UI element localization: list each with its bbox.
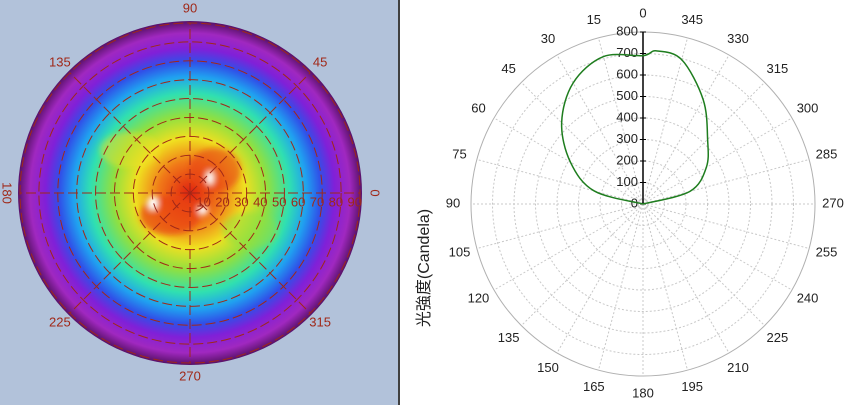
- angle-label: 60: [471, 100, 485, 115]
- radial-label: 0: [631, 195, 638, 210]
- divider: [398, 0, 400, 405]
- radial-label: 500: [616, 88, 638, 103]
- grid-spoke: [476, 159, 644, 205]
- radial-label: 200: [616, 152, 638, 167]
- angle-label: 270: [179, 368, 201, 383]
- grid-spoke: [642, 54, 730, 205]
- grid-spoke: [556, 54, 644, 205]
- ring: [76, 79, 304, 307]
- angle-label: 240: [797, 290, 819, 305]
- grid-spoke: [493, 203, 644, 291]
- angle-label: 150: [537, 360, 559, 375]
- grid-spoke: [521, 82, 644, 205]
- radial-label: 300: [616, 131, 638, 146]
- spoke: [189, 72, 311, 194]
- angle-label: 135: [498, 330, 520, 345]
- angle-label: 330: [727, 31, 749, 46]
- angle-label: 210: [727, 360, 749, 375]
- angle-label: 105: [449, 245, 471, 260]
- angle-label: 285: [816, 146, 838, 161]
- grid-spoke: [642, 203, 688, 371]
- angle-label: 45: [501, 61, 515, 76]
- ring: [170, 173, 210, 213]
- radius-label: 20: [215, 194, 229, 209]
- angle-label: 90: [446, 195, 460, 210]
- angle-label: 165: [583, 379, 605, 394]
- ring: [132, 135, 248, 251]
- angle-label: 195: [681, 379, 703, 394]
- right-panel: [400, 0, 851, 405]
- ring: [151, 154, 229, 232]
- angle-label: 315: [766, 61, 788, 76]
- grid-spoke: [493, 117, 644, 205]
- grid-spoke: [642, 37, 688, 205]
- grid-spoke: [642, 203, 765, 326]
- spoke: [69, 72, 191, 194]
- grid-spoke: [476, 203, 644, 249]
- ring: [38, 41, 342, 345]
- radius-label: 30: [234, 194, 248, 209]
- grid-spoke: [598, 203, 644, 371]
- angle-label: 0: [639, 5, 646, 20]
- grid-spoke: [598, 37, 644, 205]
- grid-spoke: [642, 82, 765, 205]
- grid-spoke: [642, 159, 810, 205]
- radius-label: 80: [329, 194, 343, 209]
- radial-label: 400: [616, 109, 638, 124]
- radial-label: 800: [616, 23, 638, 38]
- angle-label: 0: [368, 189, 383, 196]
- radial-label: 700: [616, 45, 638, 60]
- grid-spoke: [642, 203, 793, 291]
- radius-label: 40: [253, 194, 267, 209]
- radius-label: 60: [291, 194, 305, 209]
- angle-label: 345: [681, 12, 703, 27]
- grid-spoke: [642, 203, 730, 354]
- radius-label: 90: [348, 194, 362, 209]
- angle-label: 45: [313, 54, 327, 69]
- angle-label: 225: [766, 330, 788, 345]
- y-axis-label: 光強度(Candela): [415, 209, 433, 327]
- angle-label: 75: [452, 146, 466, 161]
- ring: [57, 60, 323, 326]
- grid-spoke: [556, 203, 644, 354]
- grid-ring: [535, 96, 751, 312]
- angle-label: 135: [49, 54, 71, 69]
- radius-label: 50: [272, 194, 286, 209]
- radial-label: 600: [616, 66, 638, 81]
- plots: 0 45 90 135 180 225 270 315 10 20 30 40 50 60 70 80 90 0 1…: [0, 0, 844, 400]
- grid-ring: [599, 160, 687, 248]
- angle-label: 180: [632, 385, 654, 400]
- angle-label: 270: [822, 195, 844, 210]
- ring: [95, 98, 285, 288]
- spoke: [69, 192, 191, 314]
- radial-label: 100: [616, 174, 638, 189]
- angle-label: 180: [0, 182, 15, 204]
- grid-spoke: [642, 117, 793, 205]
- angle-label: 255: [816, 245, 838, 260]
- spoke: [189, 192, 311, 314]
- grid-spoke: [521, 203, 644, 326]
- angle-label: 300: [797, 100, 819, 115]
- angle-label: 120: [468, 290, 490, 305]
- grid-spoke: [642, 203, 810, 249]
- angle-label: 15: [587, 12, 601, 27]
- ring: [19, 22, 361, 364]
- angle-label: 90: [183, 0, 197, 15]
- angle-label: 315: [309, 315, 331, 330]
- ring: [113, 116, 267, 270]
- angle-label: 30: [541, 31, 555, 46]
- radius-label: 10: [196, 194, 210, 209]
- angle-label: 225: [49, 315, 71, 330]
- radius-label: 70: [310, 194, 324, 209]
- intensity-curve: [560, 50, 710, 205]
